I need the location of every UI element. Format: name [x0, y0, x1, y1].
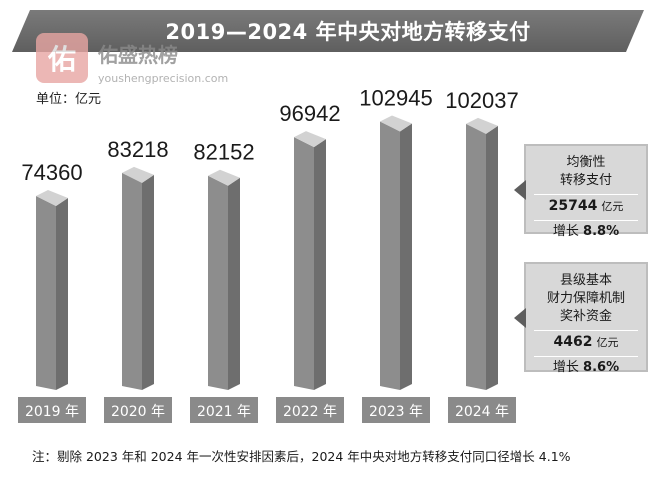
year-label-box: [190, 397, 258, 423]
year-label-box: [362, 397, 430, 423]
bar-top: [122, 166, 154, 183]
callout-growth-label: 增长: [552, 224, 579, 239]
bar-top: [380, 115, 412, 132]
bar-front: [36, 196, 56, 390]
watermark: 佑 佑盛热榜 youshengprecision.com: [36, 33, 246, 89]
bar-side: [400, 123, 412, 391]
bar-side: [56, 198, 68, 390]
callout-title-line: 奖补资金: [559, 309, 612, 324]
year-label-box: [276, 397, 344, 423]
year-tick-label: 2020 年: [111, 404, 165, 420]
year-tick-label: 2021 年: [197, 404, 251, 420]
callout-title-line: 财力保障机制: [546, 291, 625, 306]
chart-title: 2019—2024 年中央对地方转移支付: [165, 20, 531, 44]
bar-front: [466, 123, 486, 390]
watermark-url: youshengprecision.com: [98, 72, 229, 85]
callout-amount-unit: 亿元: [596, 336, 619, 349]
callout-divider: [534, 220, 638, 221]
callout-equalization: 均衡性 转移支付 25744 亿元 增长 8.8%: [514, 144, 648, 239]
bar-front: [380, 121, 400, 391]
bar-value-label: 96942: [279, 101, 340, 126]
bar-top: [294, 131, 326, 148]
bar-side: [486, 125, 498, 390]
bar-side: [228, 177, 240, 390]
callout-title-line: 县级基本: [559, 273, 612, 288]
callout-title-line: 均衡性: [566, 155, 606, 170]
callout-growth-value: 8.6%: [583, 360, 620, 375]
watermark-logo: 佑: [36, 33, 88, 83]
bar-top: [466, 117, 498, 134]
bar-front: [122, 172, 142, 390]
unit-label: 单位：亿元: [36, 92, 102, 107]
watermark-name: 佑盛热榜: [98, 43, 178, 67]
footnote: 注：剔除 2023 年和 2024 年一次性安排因素后，2024 年中央对地方转…: [32, 449, 571, 464]
callout-arrow-icon: [514, 308, 526, 328]
bar-top: [36, 190, 68, 207]
callout-divider: [534, 356, 638, 357]
bar-value-label: 102037: [445, 88, 518, 113]
year-tick-label: 2023 年: [369, 404, 423, 420]
year-label-box: [448, 397, 516, 423]
title-banner: 2019—2024 年中央对地方转移支付: [12, 10, 644, 52]
bar-value-label: 102945: [359, 85, 432, 110]
callout-growth-label: 增长: [552, 360, 579, 375]
bar-value-label: 83218: [107, 137, 168, 162]
bar-front: [208, 175, 228, 390]
callout-divider: [534, 194, 638, 195]
bar-side: [314, 139, 326, 390]
year-tick-label: 2022 年: [283, 404, 337, 420]
callout-arrow-icon: [514, 180, 526, 200]
callout-growth-value: 8.8%: [583, 224, 620, 239]
callout-amount: 4462: [553, 334, 593, 350]
bar-value-label: 74360: [21, 160, 82, 185]
year-label-box: [104, 397, 172, 423]
bar-value-label: 82152: [193, 140, 254, 165]
callout-title-line: 转移支付: [559, 173, 612, 188]
callout-divider: [534, 330, 638, 331]
year-label-box: [18, 397, 86, 423]
callout-amount: 25744: [548, 198, 598, 214]
bar-top: [208, 169, 240, 186]
year-tick-label: 2024 年: [455, 404, 509, 420]
callout-amount-unit: 亿元: [601, 200, 624, 213]
bar-side: [142, 174, 154, 390]
bar-front: [294, 137, 314, 390]
year-tick-label: 2019 年: [25, 404, 79, 420]
callout-county-fund: 县级基本 财力保障机制 奖补资金 4462 亿元 增长 8.6%: [514, 262, 648, 375]
